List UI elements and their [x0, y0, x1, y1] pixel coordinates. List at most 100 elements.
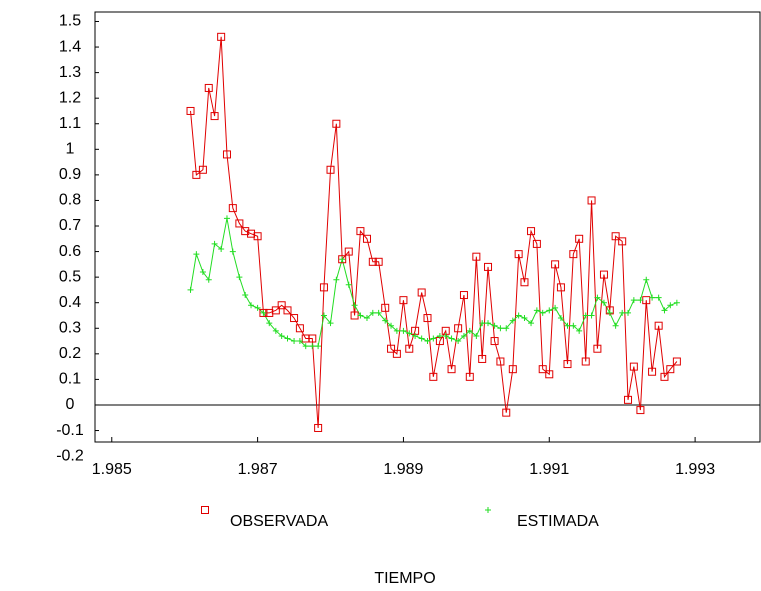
marker	[563, 360, 572, 369]
marker	[248, 302, 255, 309]
marker	[448, 335, 455, 342]
marker	[242, 292, 249, 299]
x-axis-label: TIEMPO	[374, 570, 435, 587]
marker	[254, 304, 261, 311]
marker	[260, 309, 267, 316]
marker	[508, 365, 517, 374]
y-tick-label: 0.2	[59, 345, 81, 362]
marker	[283, 306, 292, 315]
y-tick-label: 1	[66, 141, 75, 158]
marker	[266, 320, 273, 327]
legend-marker	[201, 506, 209, 514]
marker	[454, 324, 463, 333]
marker	[228, 204, 237, 213]
marker	[187, 286, 194, 293]
marker	[400, 327, 407, 334]
marker	[557, 315, 564, 322]
marker	[406, 330, 413, 337]
y-tick-label: 0.7	[59, 217, 81, 234]
marker	[205, 276, 212, 283]
marker	[611, 232, 620, 241]
marker	[582, 312, 589, 319]
marker	[569, 250, 578, 259]
marker	[382, 317, 389, 324]
marker	[629, 362, 638, 371]
marker	[272, 327, 279, 334]
marker	[648, 367, 657, 376]
marker	[193, 251, 200, 258]
marker	[636, 406, 645, 415]
marker	[259, 308, 268, 317]
marker	[497, 325, 504, 332]
marker	[478, 354, 487, 363]
marker	[393, 327, 400, 334]
marker	[491, 322, 498, 329]
marker	[368, 257, 377, 266]
marker	[655, 294, 662, 301]
marker	[241, 227, 250, 236]
marker	[204, 83, 213, 92]
y-tick-label: 1.2	[59, 89, 81, 106]
marker	[619, 309, 626, 316]
marker	[485, 320, 492, 327]
marker	[588, 312, 595, 319]
marker	[198, 165, 207, 174]
x-tick-label: 1.987	[238, 461, 278, 478]
plot-frame	[94, 11, 761, 443]
marker	[593, 344, 602, 353]
marker	[351, 302, 358, 309]
marker	[199, 269, 206, 276]
y-tick-label: 1.4	[59, 38, 81, 55]
series-line	[190, 218, 678, 347]
marker	[210, 112, 219, 121]
marker	[570, 322, 577, 329]
marker	[302, 343, 309, 350]
marker	[362, 234, 371, 243]
marker	[618, 237, 627, 246]
marker	[502, 408, 511, 417]
marker	[326, 165, 335, 174]
marker	[442, 332, 449, 339]
marker	[345, 281, 352, 288]
legend-marker	[485, 507, 491, 513]
marker	[235, 219, 244, 228]
marker	[551, 260, 560, 269]
marker	[327, 320, 334, 327]
marker	[484, 262, 493, 271]
marker	[375, 309, 382, 316]
marker	[599, 270, 608, 279]
marker	[424, 338, 431, 345]
marker	[277, 301, 286, 310]
marker	[527, 227, 536, 236]
marker	[612, 322, 619, 329]
marker	[217, 32, 226, 41]
marker	[533, 307, 540, 314]
series-line	[190, 36, 678, 429]
marker	[357, 312, 364, 319]
marker	[521, 315, 528, 322]
marker	[538, 365, 547, 374]
marker	[218, 246, 225, 253]
y-tick-label: 0.3	[59, 319, 81, 336]
marker	[186, 106, 195, 115]
marker	[423, 314, 432, 323]
marker	[295, 324, 304, 333]
marker	[374, 257, 383, 266]
marker	[539, 309, 546, 316]
marker	[479, 320, 486, 327]
marker	[564, 322, 571, 329]
y-tick-label: 0.8	[59, 192, 81, 209]
marker	[333, 276, 340, 283]
marker	[417, 288, 426, 297]
marker	[661, 307, 668, 314]
marker	[545, 370, 554, 379]
y-tick-label: 1.1	[59, 115, 81, 132]
marker	[344, 247, 353, 256]
y-tick-label: 0	[66, 396, 75, 413]
marker	[624, 395, 633, 404]
y-tick-label: 0.9	[59, 166, 81, 183]
marker	[673, 299, 680, 306]
marker	[429, 372, 438, 381]
marker	[308, 334, 317, 343]
marker	[515, 312, 522, 319]
